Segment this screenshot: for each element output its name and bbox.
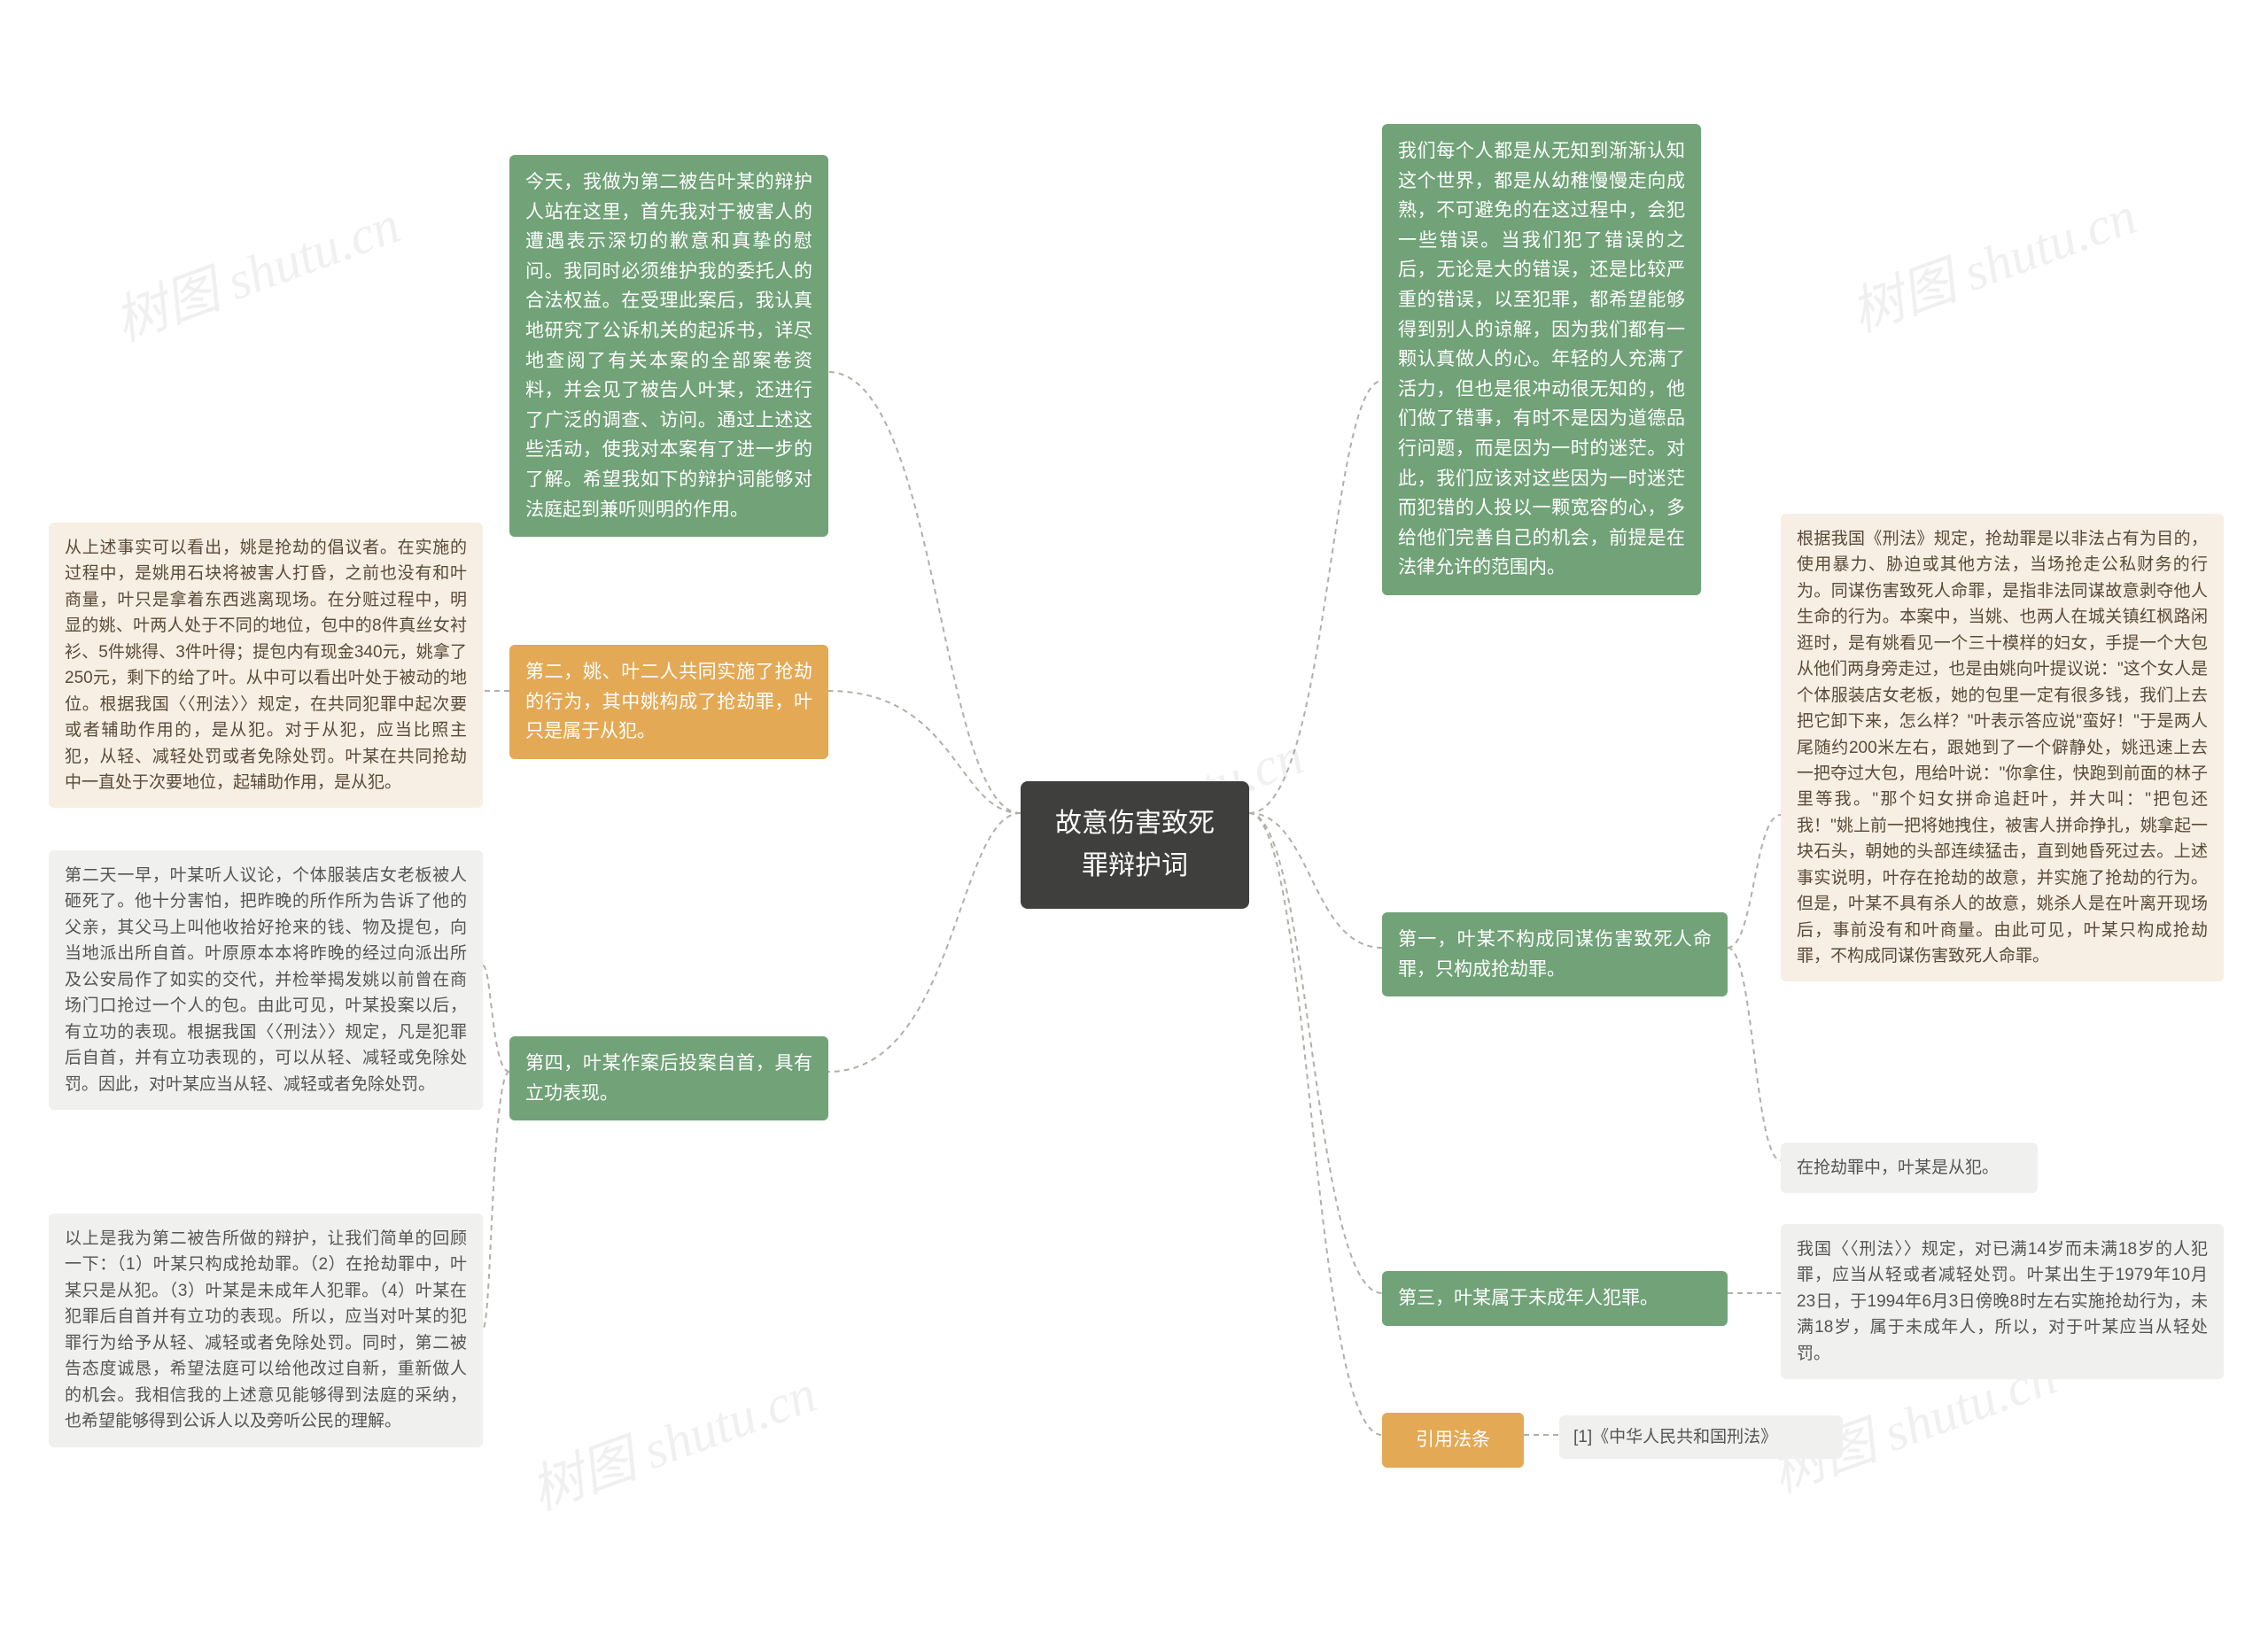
watermark: 树图 shutu.cn <box>518 1351 825 1525</box>
right-b1-leaf-2: 在抢劫罪中，叶某是从犯。 <box>1781 1143 2038 1193</box>
right-cite-leaf: [1]《中华人民共和国刑法》 <box>1559 1415 1843 1459</box>
watermark: 树图 shutu.cn <box>1838 173 2145 347</box>
left-b4-node: 第四，叶某作案后投案自首，具有立功表现。 <box>509 1036 828 1120</box>
right-b3-node: 第三，叶某属于未成年人犯罪。 <box>1382 1271 1728 1326</box>
left-intro-node: 今天，我做为第二被告叶某的辩护人站在这里，首先我对于被害人的遭遇表示深切的歉意和… <box>509 155 828 537</box>
right-b1-node: 第一，叶某不构成同谋伤害致死人命罪，只构成抢劫罪。 <box>1382 912 1728 996</box>
center-node: 故意伤害致死罪辩护词 <box>1021 781 1249 909</box>
left-b2-node: 第二，姚、叶二人共同实施了抢劫的行为，其中姚构成了抢劫罪，叶只是属于从犯。 <box>509 645 828 759</box>
watermark: 树图 shutu.cn <box>102 182 408 356</box>
left-b4-leaf-2: 以上是我为第二被告所做的辩护，让我们简单的回顾一下：（1）叶某只构成抢劫罪。（2… <box>49 1213 483 1447</box>
right-b3-leaf: 我国〈〈刑法〉〉规定，对已满14岁而未满18岁的人犯罪，应当从轻或者减轻处罚。叶… <box>1781 1224 2224 1379</box>
right-intro-node: 我们每个人都是从无知到渐渐认知这个世界，都是从幼稚慢慢走向成熟，不可避免的在这过… <box>1382 124 1701 595</box>
left-b2-leaf: 从上述事实可以看出，姚是抢劫的倡议者。在实施的过程中，是姚用石块将被害人打昏，之… <box>49 523 483 808</box>
right-b1-leaf-1: 根据我国《刑法》规定，抢劫罪是以非法占有为目的，使用暴力、胁迫或其他方法，当场抢… <box>1781 514 2224 981</box>
left-b4-leaf-1: 第二天一早，叶某听人议论，个体服装店女老板被人砸死了。他十分害怕，把昨晚的所作所… <box>49 850 483 1110</box>
right-cite-node: 引用法条 <box>1382 1413 1524 1468</box>
